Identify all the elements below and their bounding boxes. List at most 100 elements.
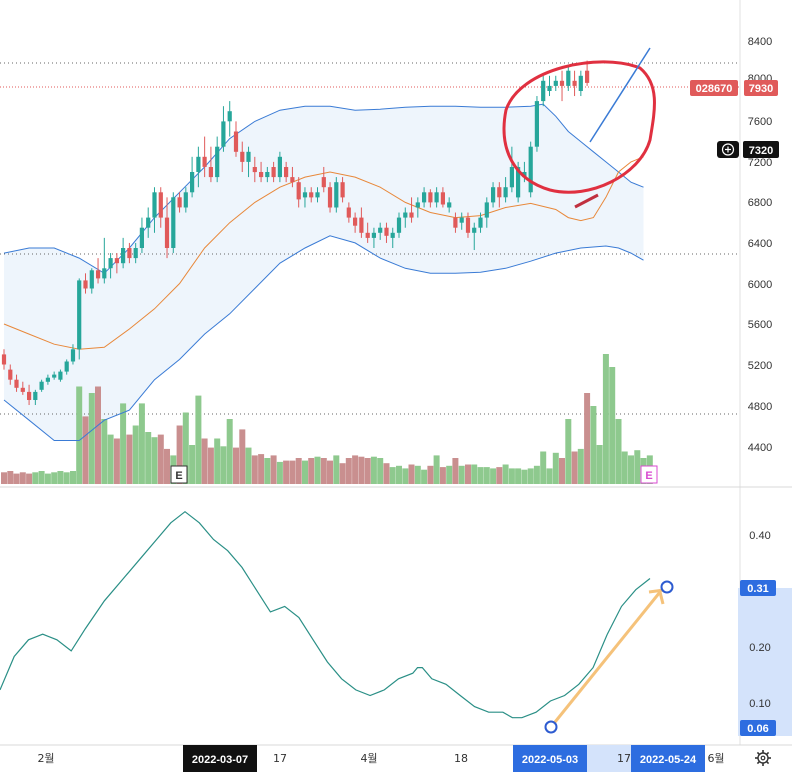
volume-bar	[477, 467, 484, 484]
time-axis[interactable]: 2월 17 4월 18 17 6월 2022-03-07 2022-05-03 …	[0, 744, 792, 772]
candlestick	[14, 374, 19, 392]
volume-bar	[377, 458, 384, 484]
candlestick	[447, 197, 452, 213]
candlestick	[52, 371, 57, 380]
volume-bar	[32, 472, 39, 484]
y-tick-label: 5600	[748, 319, 772, 331]
date-badge: 2022-05-24	[631, 745, 705, 772]
svg-text:2022-03-07: 2022-03-07	[192, 754, 248, 766]
volume-bar	[76, 386, 83, 484]
earnings-marker[interactable]: E	[640, 465, 658, 484]
candlestick	[541, 75, 546, 107]
svg-text:E: E	[175, 470, 182, 482]
candlestick	[371, 227, 376, 248]
y-tick-label: 6000	[748, 279, 772, 291]
candlestick	[271, 161, 276, 183]
earnings-marker[interactable]: E	[170, 465, 188, 484]
volume-bar	[302, 460, 308, 484]
gear-icon[interactable]	[755, 750, 771, 766]
oscillator-pane[interactable]: 0.40 0.20 0.10 0.31 0.06	[0, 510, 792, 736]
volume-bar	[207, 447, 214, 484]
volume-bar	[446, 465, 453, 484]
volume-bar	[295, 458, 302, 484]
date-badge: 2022-03-07	[183, 745, 257, 772]
candlestick	[585, 60, 590, 86]
volume-bar	[245, 447, 252, 484]
volume-bar	[596, 445, 603, 484]
red-circle-annotation[interactable]	[502, 60, 656, 194]
candlestick	[121, 237, 126, 269]
volume-bar	[609, 367, 616, 484]
candlestick	[346, 202, 351, 223]
candlestick	[440, 187, 445, 208]
volume-bar	[602, 354, 609, 484]
candlestick	[108, 253, 113, 279]
bollinger-middle-line	[3, 156, 644, 350]
volume-bar	[283, 460, 290, 484]
candlestick	[77, 278, 82, 360]
y-tick-label: 7200	[748, 157, 772, 169]
candlestick	[177, 192, 182, 213]
trend-line-annotation[interactable]	[589, 47, 651, 143]
osc-y-tick-label: 0.20	[749, 642, 770, 654]
candlestick	[89, 268, 94, 294]
volume-bar	[628, 455, 634, 484]
candlestick	[33, 389, 38, 406]
candlestick	[434, 187, 439, 208]
volume-bar	[132, 425, 139, 484]
candlestick	[384, 222, 389, 243]
volume-bar	[345, 458, 352, 484]
volume-bar	[465, 464, 471, 484]
volume-bar	[483, 467, 490, 484]
volume-bar	[201, 438, 208, 484]
volume-bar	[120, 403, 127, 484]
candlestick	[378, 222, 383, 240]
volume-bar	[239, 429, 246, 484]
volume-bar	[63, 472, 70, 484]
candlestick	[534, 96, 539, 152]
volume-bar	[314, 456, 321, 484]
candlestick	[27, 384, 32, 406]
anchor-point-start[interactable]	[544, 720, 558, 734]
volume-bar	[634, 450, 641, 484]
anchor-point-end[interactable]	[660, 580, 674, 594]
candlestick	[578, 70, 583, 97]
volume-bar	[95, 386, 101, 484]
volume-bar	[577, 448, 584, 484]
volume-bar	[471, 464, 478, 484]
volume-bar	[452, 458, 459, 484]
volume-bar	[88, 393, 95, 484]
candlestick	[227, 101, 232, 137]
volume-bar	[433, 455, 440, 484]
volume-bar	[621, 451, 628, 484]
candlestick	[284, 161, 289, 183]
volume-bar	[521, 469, 528, 484]
candlestick	[133, 242, 138, 264]
volume-bar	[565, 419, 572, 484]
candlestick	[215, 136, 220, 183]
volume-bar	[289, 460, 296, 484]
candlestick	[221, 106, 226, 152]
arrow-annotation[interactable]	[544, 580, 674, 734]
x-tick-label: 17	[617, 752, 631, 765]
volume-bar	[496, 467, 503, 484]
volume-bar	[571, 451, 578, 484]
price-pane[interactable]: E E	[0, 47, 740, 484]
osc-y-tick-label: 0.10	[749, 698, 770, 710]
candlestick	[164, 197, 170, 259]
candlestick	[478, 212, 483, 233]
candlestick	[415, 197, 420, 218]
candlestick	[327, 182, 333, 213]
volume-bar	[126, 434, 133, 484]
candlestick	[45, 374, 50, 385]
osc-value-badge: 0.06	[740, 720, 776, 736]
price-axis[interactable]: 8400 8000 7600 7200 6800 6400 6000 5600 …	[690, 0, 779, 745]
volume-bar	[151, 437, 158, 484]
candlesticks	[1, 60, 590, 406]
candlestick	[340, 177, 345, 203]
crosshair-add-button[interactable]	[717, 141, 739, 158]
red-tick-annotation[interactable]	[574, 193, 599, 209]
volume-bar	[276, 461, 283, 484]
candlestick	[465, 212, 471, 238]
